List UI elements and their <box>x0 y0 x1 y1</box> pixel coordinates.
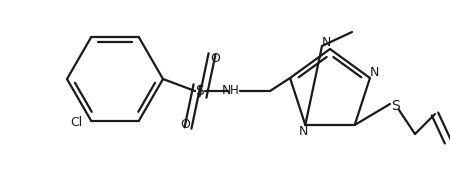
Text: S: S <box>391 99 400 113</box>
Text: S: S <box>196 84 204 98</box>
Text: N: N <box>299 125 308 139</box>
Text: O: O <box>210 52 220 65</box>
Text: O: O <box>180 118 190 130</box>
Text: N: N <box>321 36 331 49</box>
Text: N: N <box>221 84 231 96</box>
Text: H: H <box>230 84 238 96</box>
Text: N: N <box>369 66 378 79</box>
Text: Cl: Cl <box>71 116 83 129</box>
